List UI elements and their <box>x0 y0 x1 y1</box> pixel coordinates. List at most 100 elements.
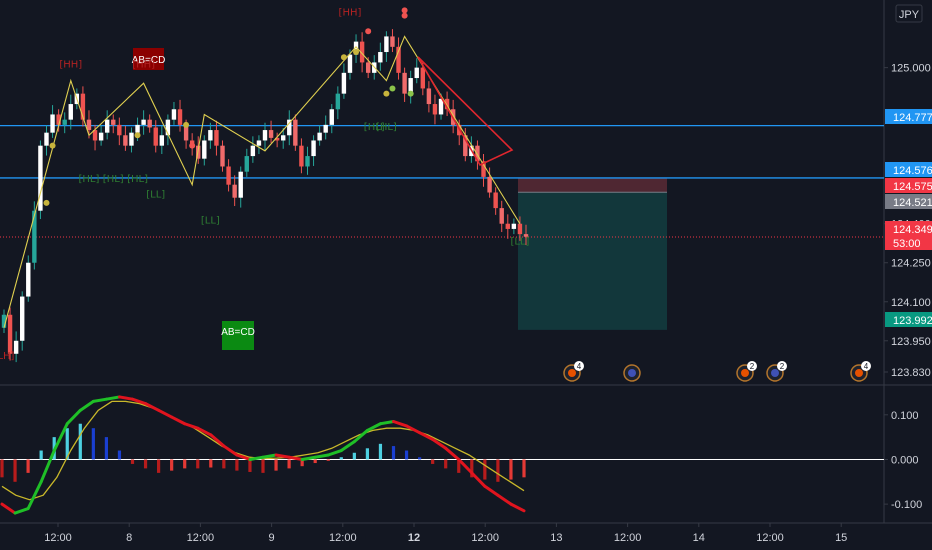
candle <box>68 94 73 130</box>
candle <box>214 120 219 156</box>
candle-body <box>378 52 383 63</box>
candle-body <box>293 119 298 146</box>
candle <box>177 99 183 132</box>
candle-body <box>281 135 286 141</box>
macd-line-segment <box>274 453 291 459</box>
event-icon-core <box>741 369 749 377</box>
macd-tick-label: -0.100 <box>891 499 922 511</box>
pattern-label-bullish: AB=CD <box>221 321 255 350</box>
event-badge: 4 <box>850 361 871 382</box>
candle-body <box>202 140 207 159</box>
pattern-dot <box>365 28 372 35</box>
candle <box>384 31 389 62</box>
candle-body <box>135 124 140 133</box>
macd-histogram-bar <box>470 459 474 478</box>
macd-line-segment <box>287 455 304 461</box>
candle <box>432 94 438 125</box>
macd-histogram-bar <box>170 459 174 471</box>
candle <box>505 214 510 239</box>
price-tag-label: 124.521 <box>893 197 932 209</box>
macd-histogram-bar <box>483 459 487 480</box>
swing-label: [LL] <box>146 190 165 201</box>
time-tick-label: 12:00 <box>756 532 784 544</box>
macd-line-segment <box>483 484 500 497</box>
macd-line-segment <box>392 420 409 428</box>
event-badge: 4 <box>563 361 584 382</box>
event-count-bubble <box>574 361 584 371</box>
pattern-dot <box>43 199 50 206</box>
candle-body <box>44 132 49 146</box>
position-target-zone[interactable] <box>518 192 667 330</box>
harmonic-triangle[interactable] <box>417 56 514 167</box>
candle-body <box>38 145 43 211</box>
macd-line <box>0 395 526 515</box>
swing-label: [HH] <box>59 60 82 71</box>
candle-body <box>7 314 13 354</box>
candle-body <box>487 176 492 193</box>
macd-histogram-bar <box>39 450 43 460</box>
macd-line-segment <box>496 493 513 506</box>
time-axis[interactable]: 12:00 8 12:00 9 12:00 12 12:00 13 12:00 14 12:00 15 <box>44 523 847 544</box>
macd-histogram-bar <box>457 459 461 473</box>
swing-label: [LL] <box>510 237 529 248</box>
macd-line-segment <box>209 433 226 448</box>
event-count-bubble <box>861 361 871 371</box>
currency-label: JPY <box>899 9 920 21</box>
price-tag-bg <box>885 194 932 209</box>
price-tick-label: 124.100 <box>891 297 931 309</box>
candle-body <box>232 184 237 198</box>
candle <box>341 63 347 99</box>
price-tick-label: 123.950 <box>891 336 931 348</box>
candle <box>329 104 334 134</box>
macd-histogram-bar <box>117 450 122 460</box>
macd-histogram-bar <box>130 459 135 464</box>
event-badges[interactable]: 4 2 2 4 <box>563 361 871 382</box>
short-position-tool[interactable] <box>518 178 667 330</box>
candle <box>26 255 31 302</box>
candle-body <box>299 145 304 167</box>
macd-axis[interactable]: 0.100 0.000 -0.100 <box>884 410 922 511</box>
candle <box>44 125 49 156</box>
candlestick-series <box>1 29 529 363</box>
swing-label: [HL] <box>364 122 385 133</box>
candle <box>32 201 37 270</box>
macd-line-segment <box>405 424 422 435</box>
event-count-bubble <box>747 361 757 371</box>
macd-line-segment <box>104 395 121 401</box>
candle-body <box>505 223 510 229</box>
candle-body <box>92 130 98 141</box>
candle <box>523 224 529 246</box>
position-stop-zone[interactable] <box>518 178 667 193</box>
currency-badge[interactable]: JPY <box>895 4 923 23</box>
price-tag-bg <box>885 221 932 236</box>
macd-line-segment <box>470 471 487 488</box>
candle-body <box>123 135 128 146</box>
macd-histogram-bar <box>378 443 383 460</box>
candle-body <box>214 130 219 146</box>
macd-line-segment <box>339 440 356 453</box>
price-axis[interactable]: 125.000124.400124.250124.100123.950123.8… <box>884 63 931 379</box>
pattern-dot <box>389 85 396 92</box>
candle <box>141 110 146 135</box>
macd-histogram-bar <box>313 459 317 464</box>
candle-body <box>274 137 280 141</box>
macd-line-segment <box>39 449 56 484</box>
time-tick-label: 8 <box>126 532 132 544</box>
macd-line-segment <box>170 415 187 426</box>
macd-histogram-bar <box>104 437 108 460</box>
event-icon-core <box>628 369 636 377</box>
candle-body <box>50 114 55 133</box>
candle <box>129 127 134 153</box>
event-count: 2 <box>780 362 785 371</box>
candle <box>359 32 365 73</box>
macd-tick-label: 0.100 <box>891 410 919 422</box>
candle <box>293 114 298 151</box>
macd-line-segment <box>261 453 278 459</box>
candle-body <box>475 145 480 162</box>
candle-body <box>493 192 498 209</box>
macd-histogram-bar <box>404 450 409 460</box>
macd-histogram-bar <box>157 459 161 473</box>
candle <box>20 291 25 351</box>
zigzag-line <box>3 35 521 328</box>
